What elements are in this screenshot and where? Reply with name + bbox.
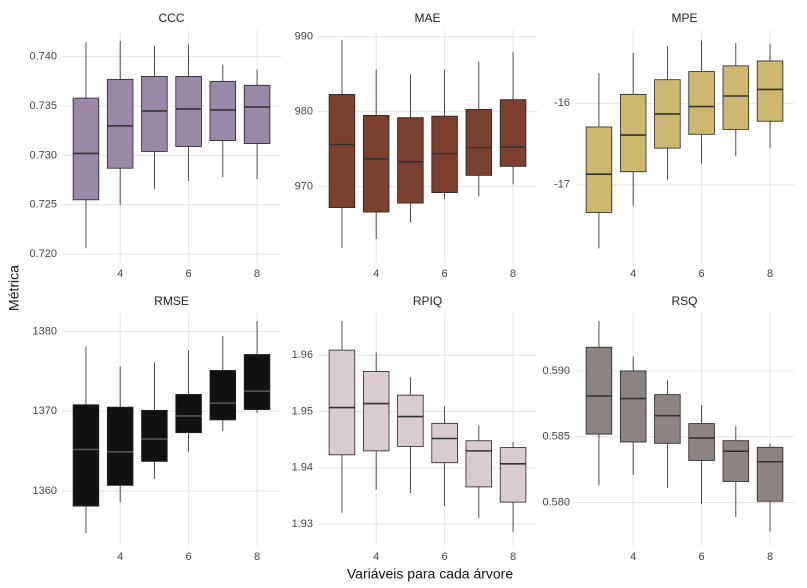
x-axis-title: Variáveis para cada árvore: [347, 566, 513, 582]
box: [72, 404, 100, 507]
panel-title: RSQ: [671, 294, 697, 308]
x-tick-label: 6: [442, 268, 448, 280]
panel-title: RPIQ: [413, 294, 442, 308]
box: [619, 93, 647, 173]
y-tick-label: 1360: [33, 485, 57, 497]
box: [106, 406, 134, 486]
x-tick-label: 6: [699, 268, 705, 280]
x-tick-label: 6: [186, 551, 192, 563]
panel-title: RMSE: [154, 294, 189, 308]
box: [465, 109, 493, 176]
box: [175, 76, 202, 147]
y-tick-label: 0.730: [29, 149, 57, 161]
y-tick-label: 1.93: [292, 518, 313, 530]
box: [141, 409, 168, 462]
box: [585, 346, 613, 435]
x-tick-label: 8: [510, 551, 516, 563]
x-tick-label: 8: [254, 268, 260, 280]
box: [328, 94, 356, 208]
x-tick-label: 8: [510, 268, 516, 280]
box: [243, 84, 271, 144]
x-tick-label: 6: [699, 551, 705, 563]
box: [654, 394, 681, 444]
box: [756, 60, 784, 122]
box: [722, 440, 750, 482]
box: [209, 370, 237, 421]
x-tick-label: 6: [442, 551, 448, 563]
x-tick-label: 6: [186, 268, 192, 280]
y-tick-label: 990: [295, 31, 313, 43]
box: [431, 422, 458, 464]
y-tick-label: -16: [554, 97, 570, 109]
panel-title: MAE: [414, 11, 440, 25]
y-tick-label: -17: [554, 179, 570, 191]
x-tick-label: 8: [254, 551, 260, 563]
x-tick-label: 4: [117, 268, 123, 280]
box: [209, 80, 237, 141]
panel-title: MPE: [671, 11, 697, 25]
panel-title: CCC: [159, 11, 185, 25]
y-tick-label: 0.725: [29, 199, 57, 211]
box: [688, 423, 715, 461]
x-tick-label: 4: [117, 551, 123, 563]
x-tick-label: 8: [767, 551, 773, 563]
x-tick-label: 4: [373, 268, 379, 280]
box: [688, 71, 715, 135]
y-tick-label: 1.96: [292, 349, 313, 361]
box: [175, 393, 202, 434]
y-tick-label: 1370: [33, 405, 57, 417]
box: [362, 115, 390, 213]
y-tick-label: 0.720: [29, 248, 57, 260]
x-tick-label: 4: [373, 551, 379, 563]
y-tick-label: 1.94: [292, 462, 313, 474]
box: [499, 99, 527, 167]
box: [243, 354, 271, 410]
y-tick-label: 0.740: [29, 51, 57, 63]
box: [619, 370, 647, 443]
box: [585, 126, 613, 213]
box: [362, 371, 390, 452]
y-tick-label: 0.590: [542, 365, 570, 377]
box: [499, 447, 527, 503]
box: [465, 440, 493, 488]
x-tick-label: 8: [767, 268, 773, 280]
box: [106, 78, 134, 169]
y-tick-label: 980: [295, 106, 313, 118]
box: [397, 394, 424, 447]
x-tick-label: 4: [630, 551, 636, 563]
box: [141, 76, 168, 152]
y-tick-label: 0.580: [542, 496, 570, 508]
y-tick-label: 0.585: [542, 431, 570, 443]
box: [756, 446, 784, 502]
y-tick-label: 970: [295, 180, 313, 192]
box: [72, 97, 100, 201]
y-tick-label: 1380: [33, 325, 57, 337]
y-tick-label: 1.95: [292, 405, 313, 417]
x-tick-label: 4: [630, 268, 636, 280]
y-axis-title: Métrica: [6, 265, 22, 311]
box: [722, 65, 750, 130]
y-tick-label: 0.735: [29, 100, 57, 112]
box: [397, 117, 424, 204]
box: [328, 349, 356, 456]
